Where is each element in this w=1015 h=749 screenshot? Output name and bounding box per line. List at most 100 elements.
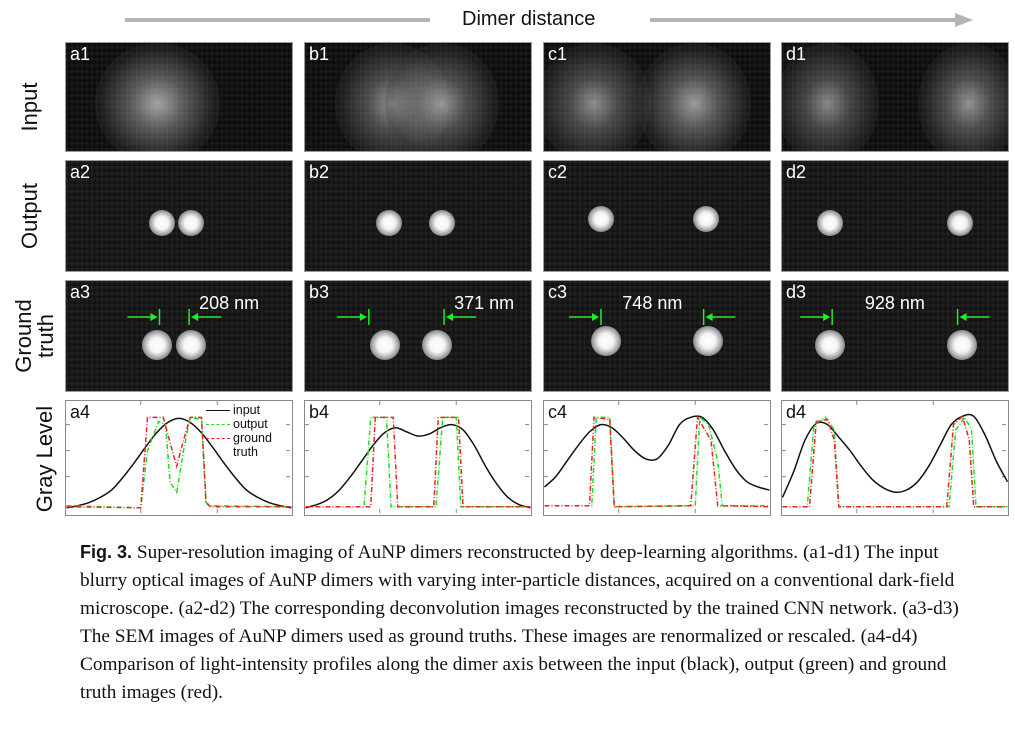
distance-label: 371 nm	[454, 293, 515, 313]
distance-marker	[336, 309, 477, 325]
legend-item-ground: ground	[206, 431, 272, 445]
distance-marker	[800, 309, 990, 325]
figure-caption: Fig. 3. Super-resolution imaging of AuNP…	[80, 538, 980, 707]
series-ground-truth-line	[66, 416, 291, 509]
arrow-right-icon	[150, 313, 158, 321]
panel-label-c3: c3	[548, 282, 568, 302]
caption-text: Super-resolution imaging of AuNP dimers …	[80, 542, 959, 703]
distance-marker	[569, 309, 736, 325]
arrow-right-icon	[359, 313, 367, 321]
arrowhead-icon	[955, 13, 973, 27]
row-label-truth: truth	[33, 313, 58, 359]
profile-plot	[305, 401, 531, 513]
arrow-right-icon	[823, 313, 831, 321]
image-noise	[305, 281, 531, 391]
legend-label-input: input	[233, 403, 261, 417]
plot-legend: input output ground truth	[206, 403, 272, 459]
panel-d2: d2	[781, 160, 1009, 272]
series-output-line	[544, 415, 769, 508]
arrow-left-icon	[446, 313, 454, 321]
series-output-line	[305, 416, 530, 508]
nanoparticle	[816, 209, 843, 236]
nanoparticle	[148, 209, 175, 236]
distance-arrow-right	[650, 18, 956, 22]
blurry-particle	[94, 43, 220, 151]
panel-a1: a1	[65, 42, 293, 152]
panel-c3: 748 nm c3	[543, 280, 771, 392]
blurry-particle	[384, 43, 499, 151]
panel-c1: c1	[543, 42, 771, 152]
nanoparticle	[590, 326, 621, 357]
series-ground-truth-line	[544, 414, 770, 508]
image-noise	[782, 161, 1008, 271]
nanoparticle	[428, 209, 455, 236]
panel-c4: c4	[543, 400, 771, 516]
profile-plot	[66, 401, 292, 513]
nanoparticle	[946, 209, 973, 236]
nanoparticle	[947, 329, 978, 360]
series-input-line	[782, 413, 1008, 498]
nanoparticle	[176, 329, 207, 360]
row-label-output: Output	[17, 182, 42, 250]
panel-label-a4: a4	[70, 402, 91, 422]
panel-label-c4: c4	[548, 402, 568, 422]
legend-swatch-ground	[206, 438, 230, 440]
panel-label-b3: b3	[309, 282, 330, 302]
panel-label-c2: c2	[548, 162, 568, 182]
legend-label-ground: ground	[233, 431, 272, 445]
series-ground-truth-line	[305, 416, 530, 508]
nanoparticle	[588, 206, 614, 233]
legend-label-truth: truth	[233, 445, 259, 459]
nanoparticle	[422, 329, 453, 360]
row-label-gray-level: Gray Level	[32, 405, 57, 513]
nanoparticle	[376, 209, 403, 236]
blurry-particle	[782, 43, 879, 151]
image-noise	[305, 161, 531, 271]
legend-swatch-input	[206, 410, 230, 412]
legend-item-output: output	[206, 417, 272, 431]
panel-c2: c2	[543, 160, 771, 272]
distance-arrow-left	[125, 18, 430, 22]
nanoparticle	[814, 329, 845, 360]
panel-b4: b4	[304, 400, 532, 516]
panel-d1: d1	[781, 42, 1009, 152]
profile-plot	[782, 401, 1008, 513]
series-input-line	[544, 414, 770, 491]
blurry-particle	[917, 43, 1008, 151]
panel-label-d2: d2	[786, 162, 807, 182]
panel-a3: 208 nm a3	[65, 280, 293, 392]
series-ground-truth-line	[782, 414, 1007, 508]
panel-b2: b2	[304, 160, 532, 272]
distance-label: 748 nm	[622, 293, 683, 313]
panel-d4: d4	[781, 400, 1009, 516]
arrow-left-icon	[959, 313, 967, 321]
legend-item-truth: truth	[206, 445, 272, 459]
nanoparticle	[142, 329, 173, 360]
panel-label-a2: a2	[70, 162, 91, 182]
series-output-line	[66, 415, 292, 509]
legend-swatch-output	[206, 424, 230, 426]
nanoparticle	[692, 206, 719, 233]
arrow-left-icon	[191, 313, 199, 321]
series-input-line	[305, 423, 531, 509]
panel-label-c1: c1	[548, 44, 568, 64]
nanoparticle	[178, 209, 205, 236]
panel-label-d4: d4	[786, 402, 807, 422]
panel-label-b2: b2	[309, 162, 330, 182]
panel-b3: 371 nm b3	[304, 280, 532, 392]
panel-label-b4: b4	[309, 402, 330, 422]
series-output-line	[782, 415, 1007, 508]
panel-a4: input output ground truth a4	[65, 400, 293, 516]
row-label-ground-truth: Ground truth	[11, 286, 58, 386]
panel-label-a3: a3	[70, 282, 91, 302]
legend-item-input: input	[206, 403, 272, 417]
nanoparticle	[369, 329, 400, 360]
profile-plot	[544, 401, 770, 513]
series-input-line	[66, 417, 292, 509]
figure-number: Fig. 3.	[80, 542, 133, 562]
panel-label-d1: d1	[786, 44, 807, 64]
row-label-input: Input	[17, 82, 42, 132]
nanoparticle	[693, 326, 724, 357]
image-noise	[544, 161, 770, 271]
distance-label: 928 nm	[864, 293, 925, 313]
